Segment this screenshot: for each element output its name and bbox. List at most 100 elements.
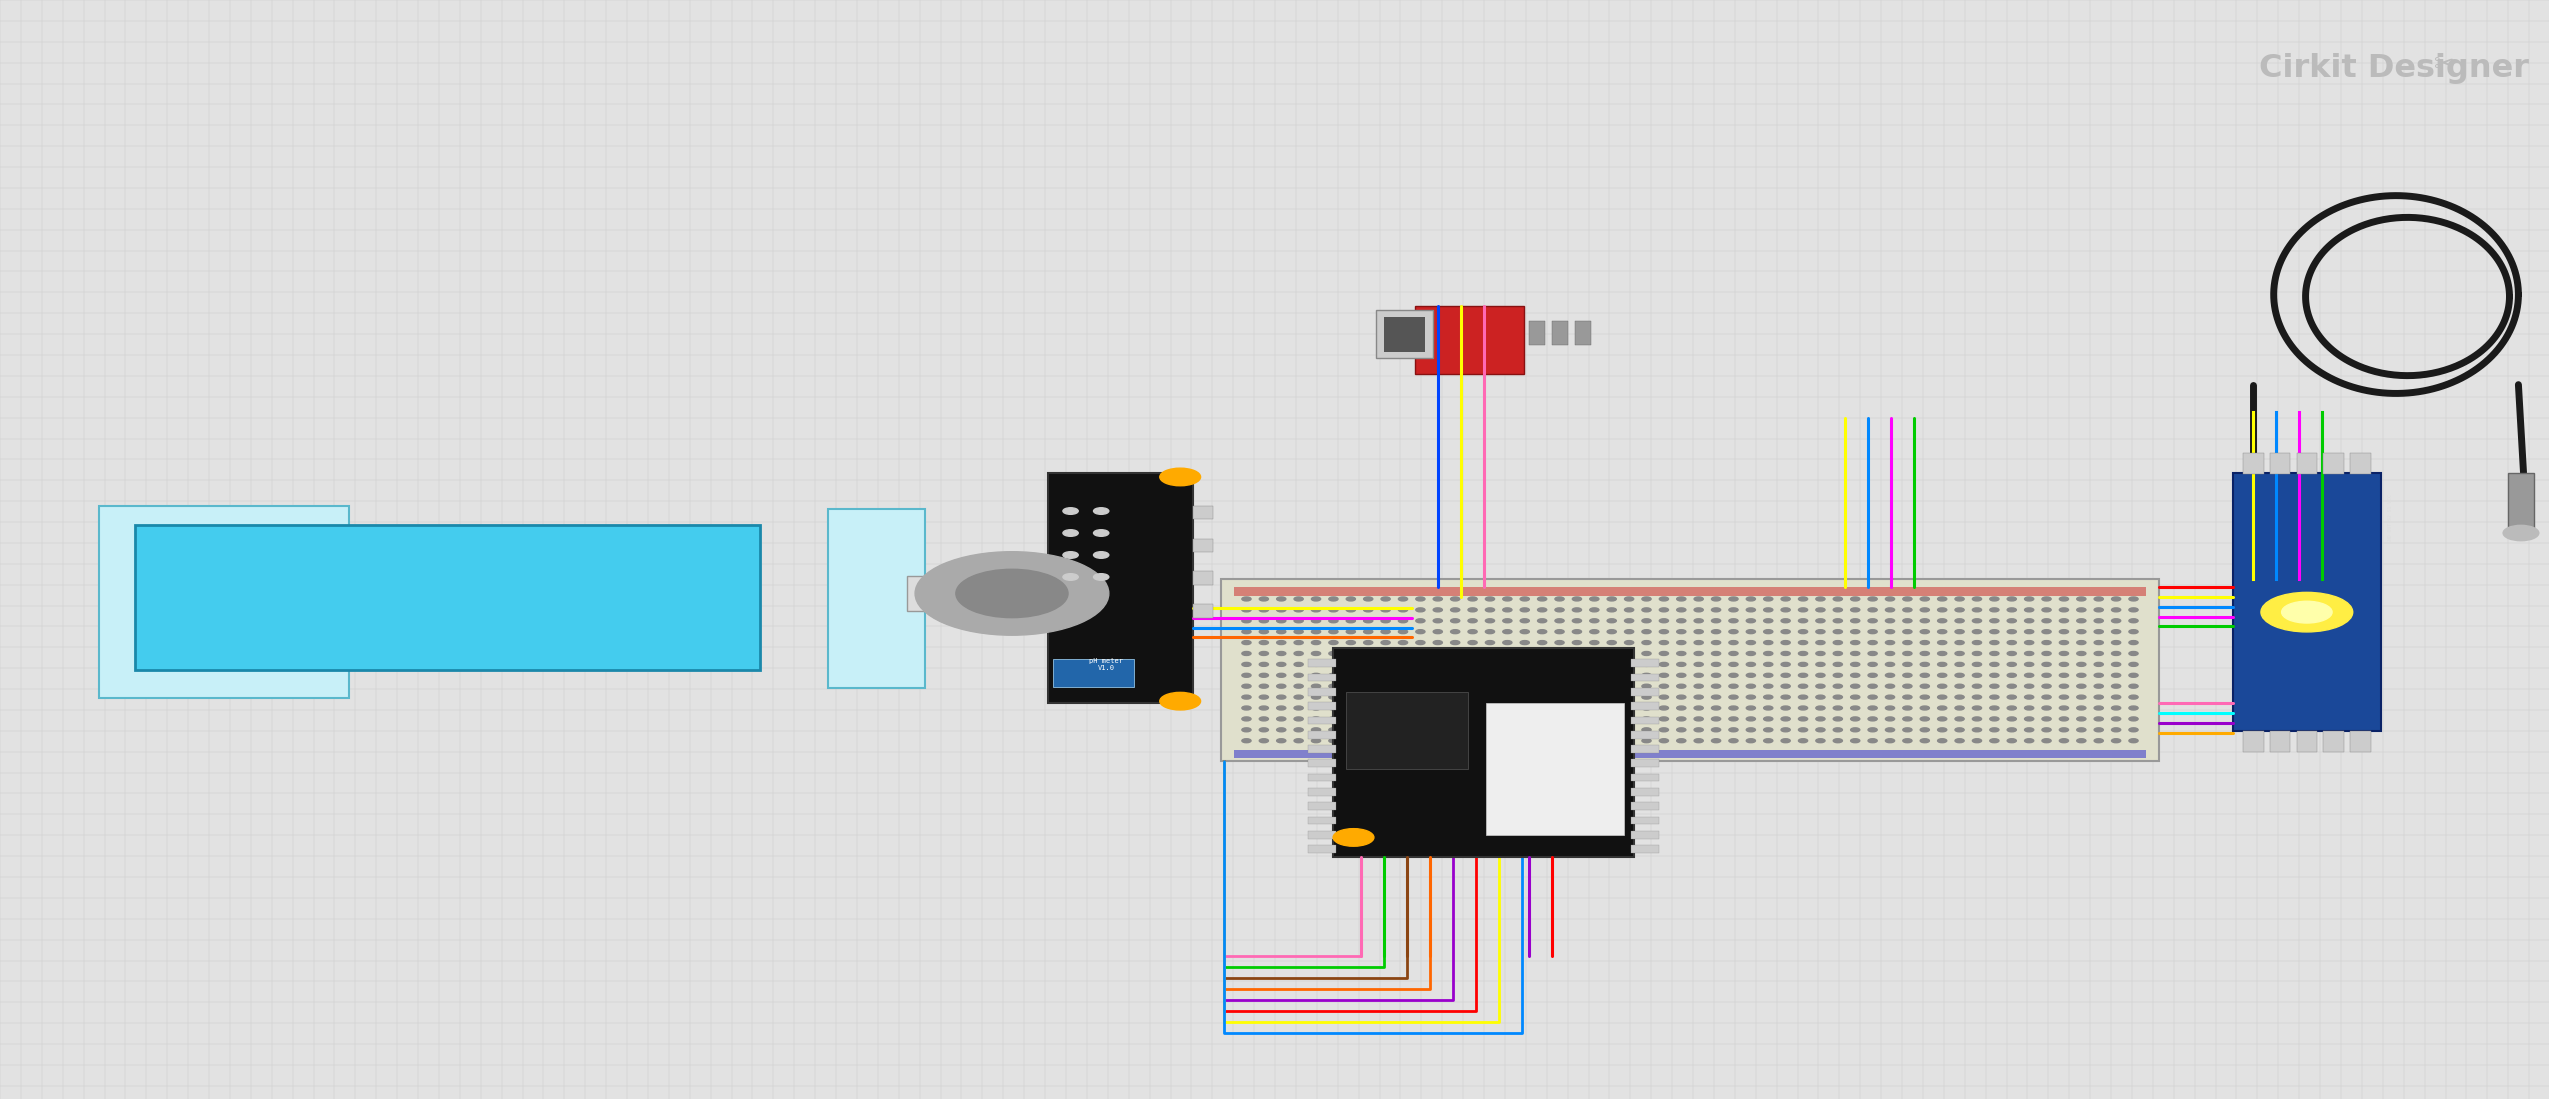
Circle shape bbox=[1399, 641, 1407, 644]
Bar bbox=[1575, 321, 1591, 345]
Circle shape bbox=[2128, 630, 2139, 634]
Circle shape bbox=[2077, 685, 2085, 688]
Circle shape bbox=[2095, 630, 2103, 634]
Circle shape bbox=[1973, 641, 1981, 644]
Circle shape bbox=[1782, 696, 1789, 699]
Circle shape bbox=[1399, 608, 1407, 612]
Circle shape bbox=[1591, 652, 1598, 655]
Circle shape bbox=[1433, 608, 1443, 612]
Circle shape bbox=[1519, 641, 1529, 644]
Circle shape bbox=[1450, 739, 1461, 743]
Circle shape bbox=[1728, 663, 1738, 666]
Circle shape bbox=[1346, 728, 1356, 732]
Circle shape bbox=[1695, 739, 1703, 743]
Circle shape bbox=[1504, 706, 1512, 710]
Circle shape bbox=[1991, 608, 1998, 612]
Circle shape bbox=[1973, 652, 1981, 655]
Circle shape bbox=[1382, 739, 1389, 743]
Bar bbox=[907, 576, 933, 611]
Circle shape bbox=[1504, 717, 1512, 721]
Bar bbox=[1631, 731, 1659, 739]
Circle shape bbox=[1937, 663, 1947, 666]
Circle shape bbox=[2060, 641, 2070, 644]
Circle shape bbox=[1746, 696, 1756, 699]
Circle shape bbox=[2111, 652, 2121, 655]
Bar bbox=[2325, 453, 2345, 474]
Circle shape bbox=[1800, 728, 1807, 732]
Circle shape bbox=[1677, 652, 1685, 655]
Circle shape bbox=[1346, 663, 1356, 666]
Circle shape bbox=[1486, 739, 1494, 743]
Circle shape bbox=[1937, 597, 1947, 601]
Circle shape bbox=[1868, 706, 1876, 710]
Bar bbox=[2271, 731, 2289, 752]
Circle shape bbox=[1642, 641, 1652, 644]
Circle shape bbox=[1991, 706, 1998, 710]
Circle shape bbox=[1364, 674, 1374, 677]
Circle shape bbox=[1833, 706, 1843, 710]
Circle shape bbox=[1851, 685, 1861, 688]
Circle shape bbox=[1433, 597, 1443, 601]
Circle shape bbox=[1624, 739, 1634, 743]
Circle shape bbox=[1486, 641, 1494, 644]
Circle shape bbox=[1606, 685, 1616, 688]
Circle shape bbox=[1955, 739, 1965, 743]
Circle shape bbox=[2077, 641, 2085, 644]
Circle shape bbox=[1800, 706, 1807, 710]
Circle shape bbox=[1937, 641, 1947, 644]
Circle shape bbox=[1537, 663, 1547, 666]
Circle shape bbox=[2024, 641, 2034, 644]
Circle shape bbox=[1833, 728, 1843, 732]
Circle shape bbox=[1851, 717, 1861, 721]
Circle shape bbox=[2128, 652, 2139, 655]
Circle shape bbox=[1782, 652, 1789, 655]
Circle shape bbox=[1851, 641, 1861, 644]
Circle shape bbox=[1555, 717, 1565, 721]
Circle shape bbox=[1973, 674, 1981, 677]
Circle shape bbox=[1277, 630, 1285, 634]
Circle shape bbox=[1659, 739, 1670, 743]
Circle shape bbox=[1764, 706, 1774, 710]
Circle shape bbox=[1382, 717, 1389, 721]
Circle shape bbox=[1746, 630, 1756, 634]
Circle shape bbox=[2128, 597, 2139, 601]
Circle shape bbox=[1764, 652, 1774, 655]
Circle shape bbox=[1851, 706, 1861, 710]
Circle shape bbox=[2006, 739, 2016, 743]
Circle shape bbox=[1328, 641, 1338, 644]
Circle shape bbox=[1433, 619, 1443, 623]
Circle shape bbox=[1573, 739, 1580, 743]
Circle shape bbox=[1624, 597, 1634, 601]
Circle shape bbox=[1919, 739, 1930, 743]
Circle shape bbox=[1468, 739, 1478, 743]
Circle shape bbox=[1519, 685, 1529, 688]
Bar bbox=[1631, 688, 1659, 696]
Circle shape bbox=[1591, 630, 1598, 634]
Circle shape bbox=[2111, 641, 2121, 644]
Circle shape bbox=[1328, 619, 1338, 623]
Circle shape bbox=[1642, 608, 1652, 612]
Circle shape bbox=[1277, 717, 1285, 721]
Circle shape bbox=[1415, 739, 1425, 743]
Circle shape bbox=[2128, 717, 2139, 721]
Circle shape bbox=[1695, 717, 1703, 721]
Circle shape bbox=[1537, 717, 1547, 721]
Circle shape bbox=[1851, 619, 1861, 623]
Circle shape bbox=[1415, 663, 1425, 666]
Circle shape bbox=[1382, 728, 1389, 732]
Circle shape bbox=[1937, 685, 1947, 688]
Circle shape bbox=[1886, 597, 1894, 601]
Circle shape bbox=[1991, 717, 1998, 721]
Circle shape bbox=[1328, 652, 1338, 655]
Circle shape bbox=[2128, 728, 2139, 732]
Circle shape bbox=[1710, 728, 1721, 732]
Circle shape bbox=[1815, 652, 1825, 655]
Circle shape bbox=[1937, 619, 1947, 623]
Circle shape bbox=[1659, 685, 1670, 688]
Circle shape bbox=[2024, 608, 2034, 612]
Circle shape bbox=[1328, 706, 1338, 710]
Circle shape bbox=[1659, 630, 1670, 634]
Circle shape bbox=[1415, 717, 1425, 721]
Circle shape bbox=[1728, 641, 1738, 644]
Circle shape bbox=[1399, 739, 1407, 743]
